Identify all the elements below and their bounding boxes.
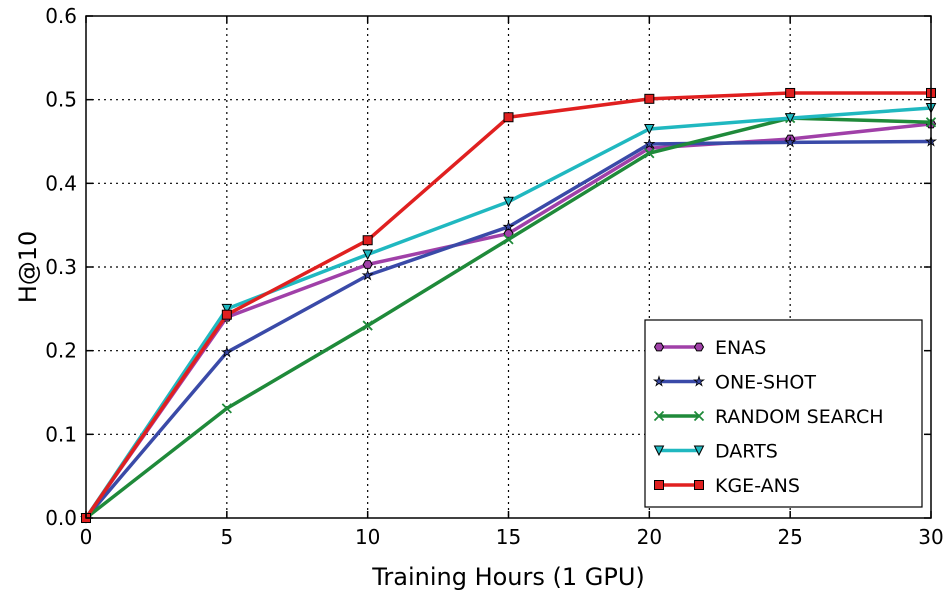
data-point-one-shot <box>361 269 374 281</box>
legend-marker <box>693 410 705 422</box>
legend-marker <box>693 445 705 457</box>
data-point-one-shot <box>643 137 656 150</box>
x-tick-label: 10 <box>355 525 380 549</box>
legend-marker <box>692 375 706 387</box>
data-point-kge-ans <box>362 235 373 246</box>
y-tick-label: 0.3 <box>45 255 77 279</box>
legend-item-random-search[interactable]: RANDOM SEARCH <box>653 406 884 428</box>
y-tick-label: 0.4 <box>45 171 77 195</box>
x-tick-label: 15 <box>496 525 521 549</box>
data-point-kge-ans <box>221 309 232 320</box>
legend-label: ONE-SHOT <box>715 372 816 394</box>
data-point-darts <box>362 249 373 261</box>
data-point-random-search <box>644 148 655 159</box>
x-tick-label: 20 <box>637 525 662 549</box>
legend-marker <box>694 480 704 490</box>
data-point-one-shot <box>220 346 233 358</box>
legend-box <box>644 319 923 508</box>
legend-item-darts[interactable]: DARTS <box>653 441 778 463</box>
data-point-kge-ans <box>785 87 796 98</box>
legend-marker <box>654 480 664 490</box>
y-tick-label: 0.6 <box>45 4 77 28</box>
data-point-random-search <box>221 403 232 414</box>
x-axis-title: Training Hours (1 GPU) <box>371 563 645 591</box>
x-tick-label: 25 <box>777 525 802 549</box>
data-point-darts <box>784 113 796 124</box>
y-axis-title: H@10 <box>14 231 42 304</box>
x-tick-label: 5 <box>220 525 233 549</box>
legend-marker <box>653 342 665 352</box>
y-tick-label: 0.5 <box>45 88 77 112</box>
y-tick-label: 0.1 <box>45 422 77 446</box>
legend-marker <box>693 342 705 352</box>
legend-item-kge-ans[interactable]: KGE-ANS <box>654 475 800 497</box>
data-point-kge-ans <box>503 112 514 123</box>
legend-marker <box>653 445 665 457</box>
x-tick-label: 30 <box>918 525 943 549</box>
legend-label: KGE-ANS <box>715 475 800 497</box>
x-tick-label: 0 <box>80 525 93 549</box>
data-point-darts <box>644 123 655 135</box>
data-point-enas <box>362 260 373 269</box>
data-point-one-shot <box>784 136 797 148</box>
legend-item-enas[interactable]: ENAS <box>653 337 767 359</box>
legend-label: ENAS <box>715 337 766 359</box>
y-tick-label: 0.2 <box>45 339 77 363</box>
y-tick-label: 0.0 <box>45 506 77 530</box>
legend-label: RANDOM SEARCH <box>715 406 884 428</box>
series-layer <box>79 87 938 524</box>
axis-ticks: 0 5 10 15 20 25 30 0.0 0.1 0.2 0.3 0.4 0.5 0.6 <box>45 4 944 549</box>
data-point-kge-ans <box>644 93 655 104</box>
data-point-darts <box>221 303 233 315</box>
legend-item-one-shot[interactable]: ONE-SHOT <box>652 372 816 394</box>
legend[interactable]: ENAS ONE-SHOT RANDOM SEARCH DARTS KGE-ANS <box>644 319 923 508</box>
data-point-one-shot <box>502 220 515 232</box>
data-point-random-search <box>362 320 373 331</box>
data-point-darts <box>503 196 514 208</box>
legend-marker <box>652 375 666 387</box>
legend-label: DARTS <box>715 441 778 463</box>
data-point-random-search <box>503 234 514 245</box>
legend-marker <box>653 410 665 422</box>
